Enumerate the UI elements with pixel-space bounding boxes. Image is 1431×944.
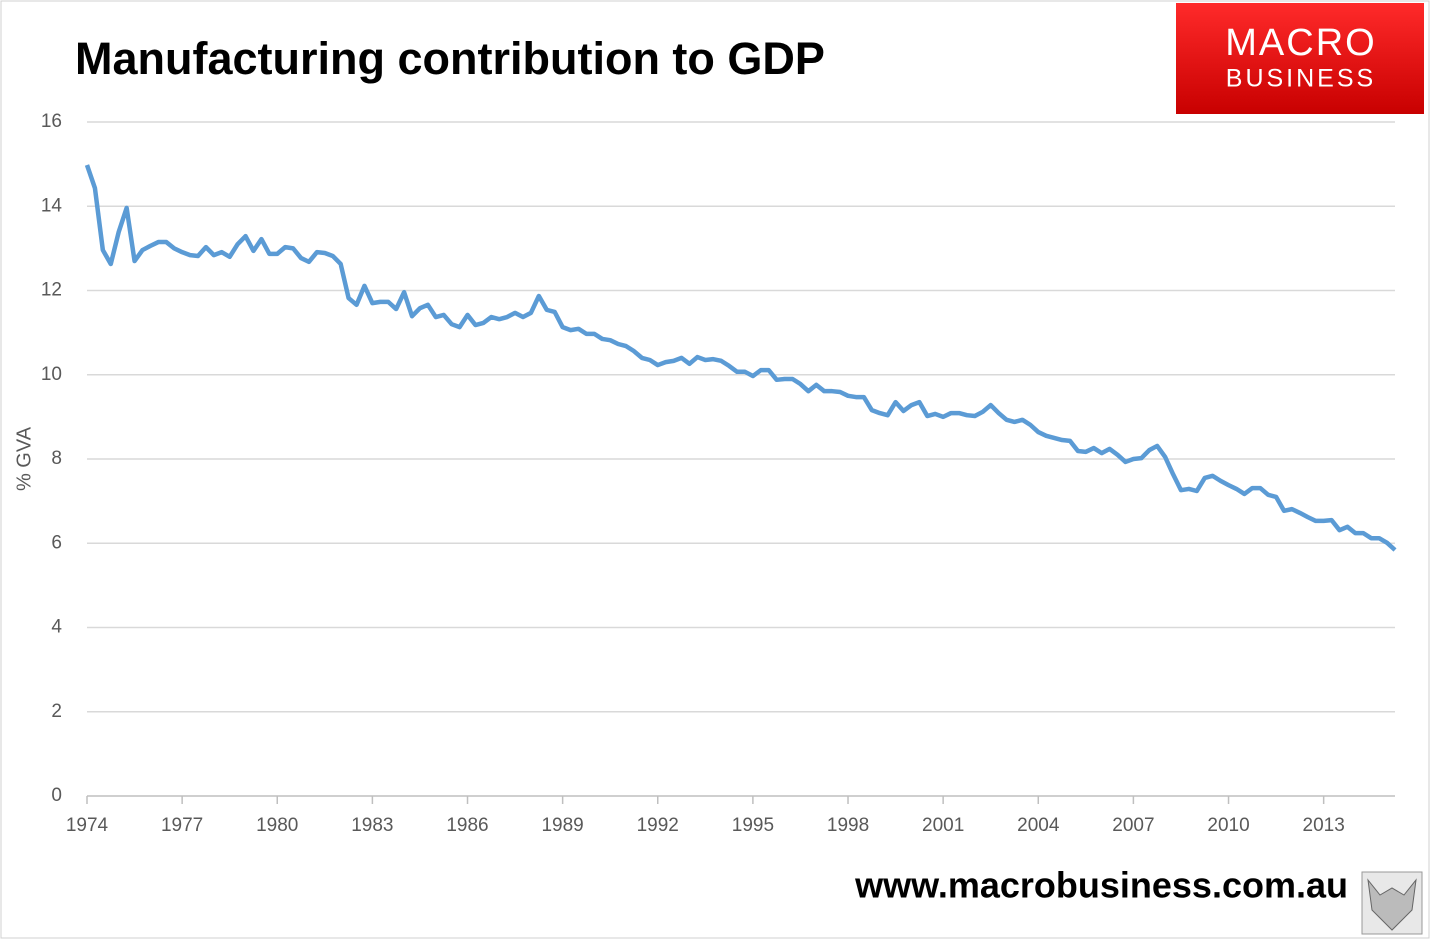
y-tick-label: 8 [51,448,62,469]
footer-url: www.macrobusiness.com.au [854,865,1348,906]
logo-text: MACRO [1225,22,1376,64]
x-tick-label: 2013 [1303,815,1345,836]
fox-icon [1367,878,1417,931]
logo-box [1176,3,1424,114]
y-tick-label: 2 [51,701,62,722]
x-tick-label: 1998 [827,815,869,836]
y-tick-label: 12 [41,280,62,301]
x-tick-label: 1974 [66,815,109,836]
y-tick-label: 10 [41,364,62,385]
x-tick-label: 1986 [446,815,488,836]
x-tick-label: 1995 [732,815,774,836]
x-tick-label: 1977 [161,815,203,836]
x-tick-label: 1992 [637,815,679,836]
chart-title: Manufacturing contribution to GDP [75,33,825,84]
x-tick-label: 2004 [1017,815,1060,836]
logo-text: BUSINESS [1226,65,1376,93]
y-tick-label: 16 [41,111,62,132]
y-tick-label: 0 [51,785,62,806]
x-tick-label: 1980 [256,815,298,836]
y-tick-label: 14 [41,195,63,216]
x-tick-label: 2007 [1112,815,1154,836]
y-axis-label: % GVA [13,426,35,491]
y-tick-label: 6 [51,532,62,553]
x-tick-label: 1989 [541,815,583,836]
x-tick-label: 1983 [351,815,393,836]
x-tick-label: 2001 [922,815,964,836]
y-tick-label: 4 [51,617,62,638]
x-tick-label: 2010 [1207,815,1249,836]
data-line [84,164,1397,552]
